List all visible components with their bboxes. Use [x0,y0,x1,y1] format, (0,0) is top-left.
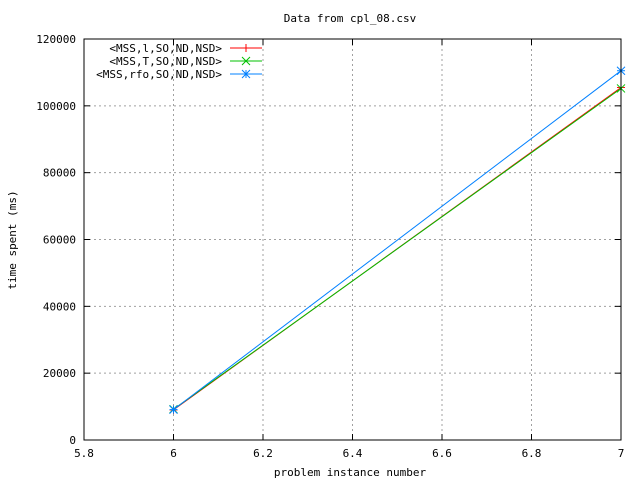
legend-marker-2 [241,56,251,66]
y-tick-label: 120000 [36,33,76,46]
x-axis-label: problem instance number [274,466,427,479]
data-point-series-3 [169,405,178,414]
series-lines [169,66,626,414]
x-tick-label: 5.8 [74,447,94,460]
x-tick-label: 6 [170,447,177,460]
grid-lines [84,39,621,440]
x-tick-label: 7 [618,447,625,460]
x-tick-label: 6.8 [522,447,542,460]
axis-ticks: 5.8 6 6.2 6.4 6.6 6.8 7 0 20000 40000 60000 80000 10… [36,33,624,460]
y-axis-label: time spent (ms) [6,190,19,289]
y-tick-label: 20000 [43,367,76,380]
chart-title: Data from cpl_08.csv [284,12,417,25]
y-tick-label: 100000 [36,100,76,113]
y-tick-label: 40000 [43,300,76,313]
y-tick-label: 0 [69,434,76,447]
legend-marker-3 [241,69,251,79]
x-tick-label: 6.2 [253,447,273,460]
legend-label-2: <MSS,T,SO,ND,NSD> [109,55,222,68]
x-tick-label: 6.4 [343,447,363,460]
y-tick-label: 60000 [43,234,76,247]
legend-label-1: <MSS,l,SO,ND,NSD> [109,42,222,55]
legend: <MSS,l,SO,ND,NSD><MSS,T,SO,ND,NSD><MSS,r… [96,42,262,81]
series-line-2 [173,88,622,410]
y-tick-label: 80000 [43,167,76,180]
series-line-3 [173,70,622,410]
legend-label-3: <MSS,rfo,SO,ND,NSD> [96,68,222,81]
x-tick-label: 6.6 [432,447,452,460]
legend-marker-1 [242,44,250,52]
